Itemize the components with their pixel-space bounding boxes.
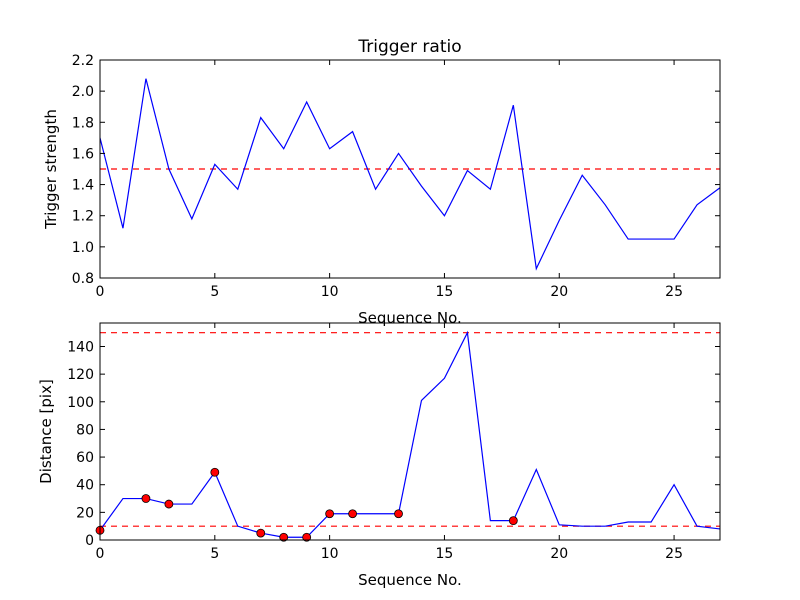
data-point-marker <box>325 509 335 519</box>
x-tick-label: 20 <box>550 284 568 300</box>
y-tick-label: 2.2 <box>72 53 94 69</box>
y-tick-label: 40 <box>76 478 94 494</box>
y-tick-label: 60 <box>76 450 94 466</box>
plot-area <box>100 330 720 538</box>
series-line-0 <box>100 330 720 538</box>
trigger-ratio-axes: 0 5 10 15 20 25 0.8 1.0 1.2 1.4 1.6 1.8 2.0 2.2 Trigge… <box>42 37 721 327</box>
x-tick-label: 20 <box>550 546 568 562</box>
y-tick-label: 0 <box>85 533 94 549</box>
x-tick-label: 10 <box>321 546 339 562</box>
y-axis-label: Trigger strength <box>42 109 60 230</box>
y-tick-label: 1.2 <box>72 209 94 225</box>
axes-frame <box>99 322 721 541</box>
series-line-0 <box>100 78 720 271</box>
y-tick-label: 120 <box>67 367 94 383</box>
data-point-marker <box>508 516 518 526</box>
y-tick-label: 2.0 <box>72 84 94 100</box>
y-tick-label: 140 <box>67 339 94 355</box>
x-tick-label: 15 <box>436 284 454 300</box>
x-tick-label: 15 <box>436 546 454 562</box>
distance-axes: 0 5 10 15 20 25 0 20 40 60 80 100 120 140 Sequence No.… <box>37 322 721 589</box>
y-tick-label: 1.8 <box>72 115 94 131</box>
data-point-marker <box>164 499 174 509</box>
data-point-marker <box>256 528 266 538</box>
data-point-marker <box>210 467 220 477</box>
x-axis-label: Sequence No. <box>358 309 462 327</box>
y-tick-label: 1.4 <box>72 178 94 194</box>
y-tick-label: 1.0 <box>72 240 94 256</box>
plot-area <box>100 78 720 271</box>
y-tick-label: 1.6 <box>72 146 94 162</box>
y-tick-label: 20 <box>76 505 94 521</box>
y-axis-label: Distance [pix] <box>37 379 55 484</box>
x-tick-label: 25 <box>665 284 683 300</box>
chart-title: Trigger ratio <box>357 37 461 57</box>
x-tick-label: 5 <box>210 284 219 300</box>
y-tick-label: 0.8 <box>72 271 94 287</box>
axes-frame <box>99 59 721 279</box>
data-point-marker <box>279 532 289 542</box>
x-tick-label: 0 <box>96 284 105 300</box>
data-point-marker <box>394 509 403 519</box>
data-point-marker <box>348 509 357 519</box>
x-axis-label: Sequence No. <box>358 571 462 589</box>
data-point-marker <box>302 532 312 542</box>
y-tick-label: 100 <box>67 395 94 411</box>
y-tick-label: 80 <box>76 422 94 438</box>
data-point-marker <box>141 494 151 503</box>
x-tick-label: 0 <box>96 546 105 562</box>
x-tick-label: 5 <box>210 546 219 562</box>
x-tick-label: 10 <box>321 284 339 300</box>
x-tick-label: 25 <box>665 546 683 562</box>
